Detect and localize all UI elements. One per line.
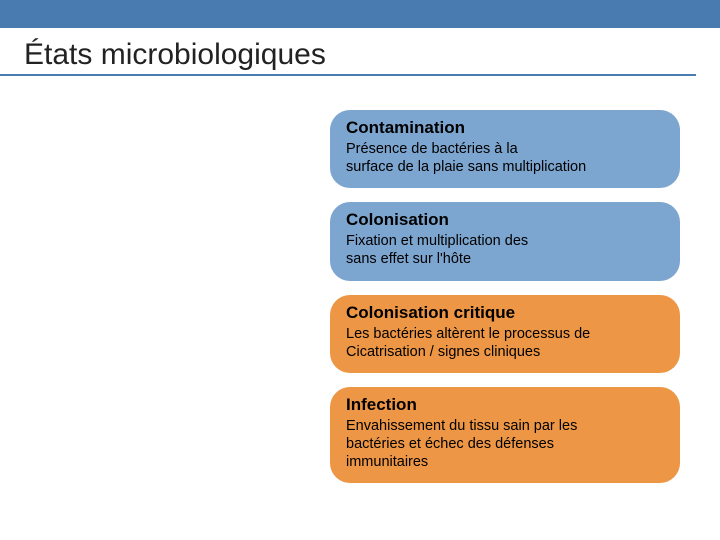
- card-title: Colonisation: [346, 210, 664, 230]
- card-body: Envahissement du tissu sain par les bact…: [346, 417, 664, 471]
- card-title: Infection: [346, 395, 664, 415]
- header-bar: [0, 0, 720, 28]
- card-infection: Infection Envahissement du tissu sain pa…: [330, 387, 680, 483]
- card-body: Les bactéries altèrent le processus de C…: [346, 325, 664, 361]
- card-colonisation: Colonisation Fixation et multiplication …: [330, 202, 680, 280]
- card-body: Fixation et multiplication des sans effe…: [346, 232, 664, 268]
- card-title: Colonisation critique: [346, 303, 664, 323]
- card-contamination: Contamination Présence de bactéries à la…: [330, 110, 680, 188]
- cards-container: Contamination Présence de bactéries à la…: [330, 110, 680, 497]
- page-title: États microbiologiques: [0, 28, 696, 76]
- card-colonisation-critique: Colonisation critique Les bactéries altè…: [330, 295, 680, 373]
- card-body: Présence de bactéries à la surface de la…: [346, 140, 664, 176]
- card-title: Contamination: [346, 118, 664, 138]
